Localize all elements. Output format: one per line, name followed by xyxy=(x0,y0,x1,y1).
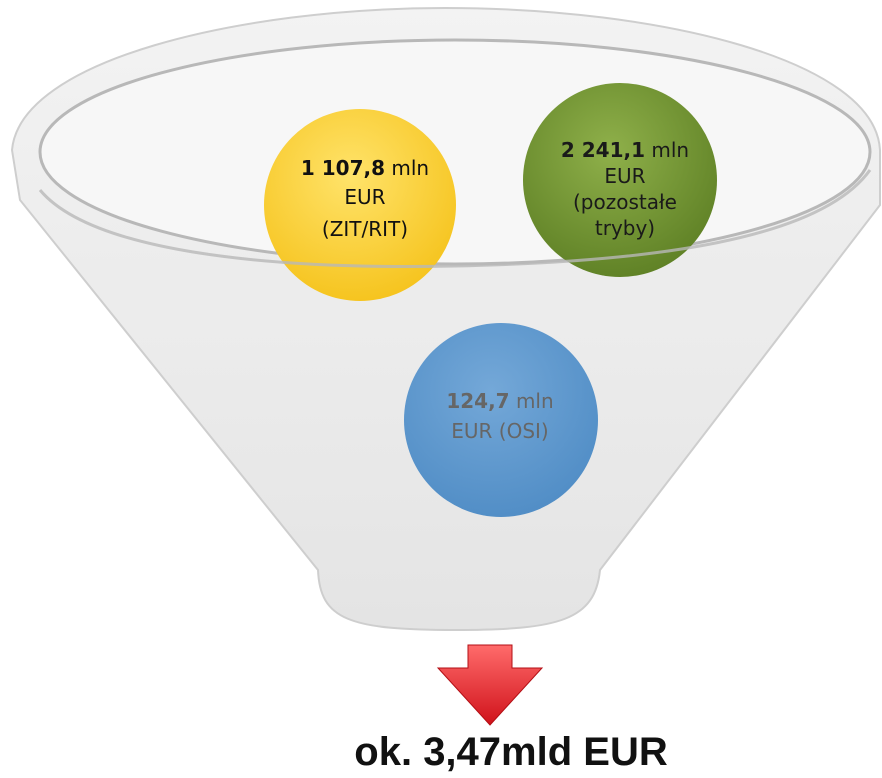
node-line: (ZIT/RIT) xyxy=(322,217,408,241)
node-line: EUR xyxy=(604,164,645,188)
total: ok. 3,47mld EUR xyxy=(354,730,668,774)
node-line: EUR (OSI) xyxy=(451,419,548,443)
diagram: 1 107,8 mln EUR (ZIT/RIT) 2 241,1 mln EU… xyxy=(0,0,882,778)
node-unit: mln xyxy=(516,389,554,413)
node-value: 1 107,8 xyxy=(301,156,385,180)
node-text: 2 241,1 mln xyxy=(561,138,689,162)
node-unit: mln xyxy=(391,156,429,180)
node-value: 124,7 xyxy=(446,389,509,413)
node-line: EUR xyxy=(344,185,385,209)
arrow xyxy=(438,645,542,725)
funnel xyxy=(12,8,880,630)
node-line: (pozostałe xyxy=(573,190,677,214)
node-line: tryby) xyxy=(595,216,655,240)
node-text: 124,7 mln xyxy=(446,389,553,413)
node-unit: mln xyxy=(651,138,689,162)
node-text: 1 107,8 mln xyxy=(301,156,429,180)
node-value: 2 241,1 xyxy=(561,138,645,162)
